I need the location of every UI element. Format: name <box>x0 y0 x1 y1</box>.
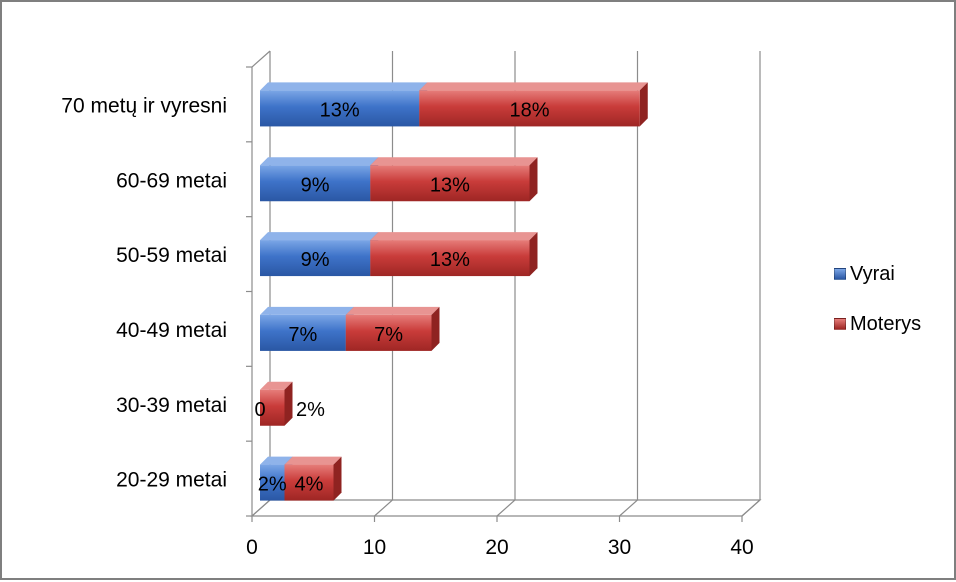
bar-moterys-side <box>639 82 648 127</box>
legend-swatch-vyrai <box>834 268 846 280</box>
data-label-vyrai: 0 <box>254 399 265 421</box>
category-label: 20-29 metai <box>116 469 227 492</box>
bar-vyrai <box>260 232 379 277</box>
data-label-moterys: 13% <box>430 249 470 271</box>
bar-moterys-side <box>284 381 293 426</box>
bar-vyrai-front <box>260 314 346 351</box>
bar-moterys-top <box>419 82 648 91</box>
bar-moterys-side <box>431 306 440 351</box>
bar-vyrai-top <box>260 306 354 315</box>
gridline <box>619 51 639 517</box>
bar-moterys-side <box>333 456 342 501</box>
legend-label-vyrai: Vyrai <box>850 262 895 285</box>
data-label-moterys: 13% <box>430 174 470 196</box>
bar-vyrai <box>260 306 354 351</box>
bar-moterys <box>370 157 538 202</box>
bar-moterys <box>370 232 538 277</box>
data-label-vyrai: 9% <box>301 174 330 196</box>
bar-moterys-top <box>370 232 538 241</box>
x-tick-label: 40 <box>730 536 753 559</box>
x-tick-label: 0 <box>246 536 258 559</box>
bar-moterys-front <box>370 165 530 202</box>
bar-moterys-side <box>529 232 538 277</box>
data-label-vyrai: 7% <box>288 324 317 346</box>
bar-moterys-top <box>345 306 440 315</box>
data-label-moterys: 18% <box>509 99 549 121</box>
legend: Vyrai Moterys <box>834 262 952 362</box>
category-label: 70 metų ir vyresni <box>61 94 227 117</box>
bar-vyrai-front <box>260 240 371 277</box>
bar-moterys-top <box>260 381 293 390</box>
bar-vyrai-front <box>260 90 420 127</box>
legend-item-vyrai: Vyrai <box>834 262 952 286</box>
data-label-vyrai: 13% <box>320 99 360 121</box>
bar-vyrai-front <box>260 165 371 202</box>
data-label-moterys: 4% <box>295 474 324 496</box>
legend-swatch-moterys <box>834 318 846 330</box>
bar-moterys <box>419 82 648 127</box>
legend-label-moterys: Moterys <box>850 312 922 335</box>
bar-moterys <box>345 306 440 351</box>
x-tick-label: 10 <box>363 536 386 559</box>
bar-moterys <box>284 456 342 501</box>
bar-moterys-front <box>345 314 432 351</box>
bar-vyrai-top <box>260 456 293 465</box>
bar-vyrai-top <box>260 157 379 166</box>
bar-moterys-side <box>529 157 538 202</box>
x-tick-label: 20 <box>485 536 508 559</box>
x-tick-label: 30 <box>608 536 631 559</box>
category-label: 40-49 metai <box>116 319 227 342</box>
bar-vyrai-top <box>260 82 428 91</box>
bar-moterys-front <box>260 389 285 426</box>
data-label-moterys: 7% <box>374 324 403 346</box>
category-label: 30-39 metai <box>116 394 227 417</box>
bar-moterys-top <box>370 157 538 166</box>
bar-vyrai-top <box>260 232 379 241</box>
data-label-vyrai: 9% <box>301 249 330 271</box>
legend-item-moterys: Moterys <box>834 312 952 336</box>
bar-moterys-front <box>370 240 530 277</box>
bar-moterys-front <box>284 464 334 501</box>
bar-vyrai-front <box>260 464 285 501</box>
bar-moterys <box>260 381 293 426</box>
gridline <box>741 51 761 517</box>
data-label-moterys: 2% <box>296 399 325 421</box>
data-label-vyrai: 2% <box>258 474 287 496</box>
bar-moterys-top <box>284 456 342 465</box>
bar-moterys-front <box>419 90 640 127</box>
category-label: 50-59 metai <box>116 244 227 267</box>
category-label: 60-69 metai <box>116 169 227 192</box>
